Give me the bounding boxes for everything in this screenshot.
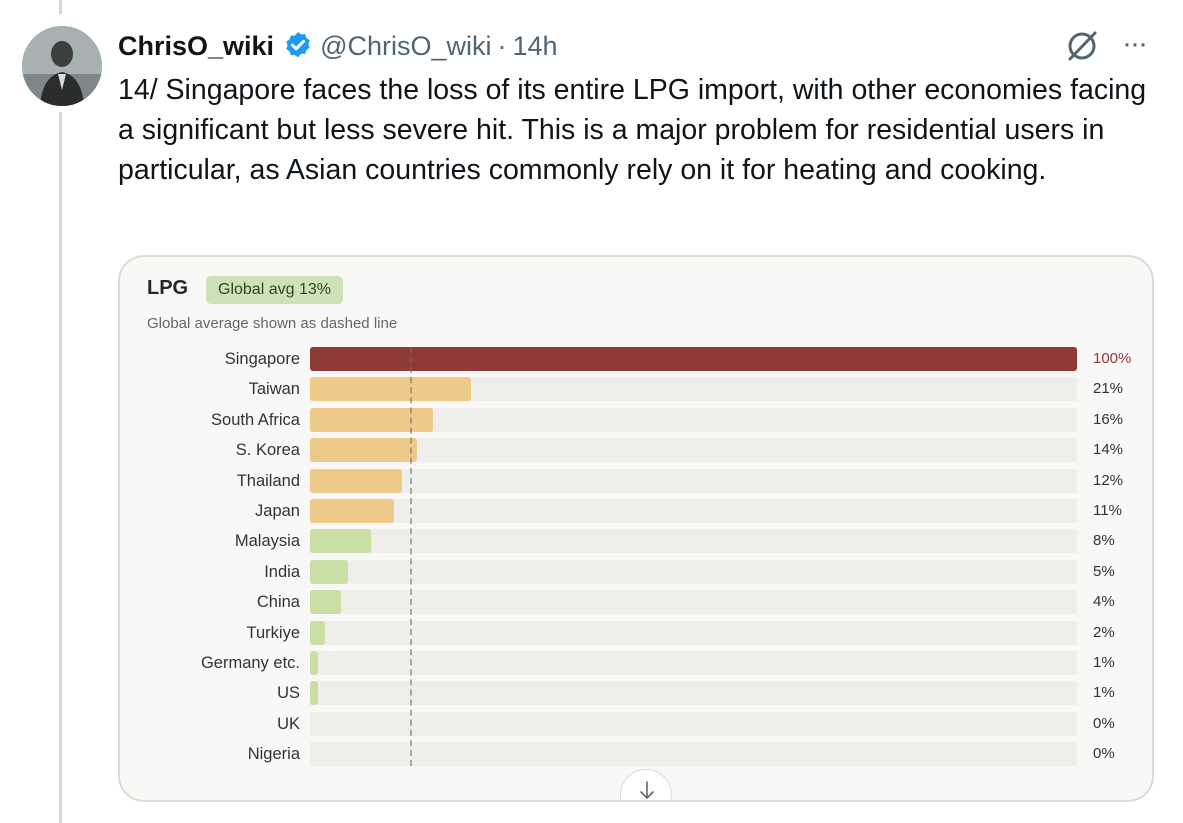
category-label: India (264, 562, 300, 581)
bar (310, 438, 418, 463)
bar-track (310, 499, 1077, 523)
category-label: Nigeria (247, 745, 300, 764)
value-label: 21% (1093, 380, 1124, 398)
bar (310, 347, 1077, 371)
value-label: 2% (1093, 623, 1115, 641)
value-label: 5% (1093, 562, 1115, 580)
category-label: Turkiye (246, 623, 300, 642)
arrow-down-icon (640, 781, 654, 799)
category-label: South Africa (211, 410, 300, 429)
bar (310, 559, 349, 584)
bar-track (310, 590, 1077, 615)
category-label: Germany etc. (200, 654, 300, 672)
value-label: 100% (1093, 350, 1132, 367)
thread-line-top (59, 0, 62, 14)
bar (310, 468, 403, 493)
category-label: China (256, 593, 300, 612)
bar-track (310, 620, 1077, 645)
value-label: 11% (1093, 502, 1122, 519)
value-label: 14% (1093, 441, 1124, 459)
tweet-text: 14/ Singapore faces the loss of its enti… (118, 74, 1155, 186)
bar-track (310, 468, 1077, 493)
category-label: S. Korea (235, 441, 300, 460)
avatar[interactable] (22, 26, 102, 106)
value-label: 1% (1093, 654, 1115, 671)
value-label: 12% (1093, 471, 1124, 489)
bar-track (310, 407, 1077, 432)
bar (310, 651, 318, 675)
chart-title: LPG (147, 277, 189, 299)
grok-icon[interactable] (1062, 26, 1102, 66)
author-handle[interactable]: @ChrisO_wiki (320, 30, 492, 61)
global-average-line (409, 347, 412, 767)
category-label: Singapore (224, 350, 300, 368)
bar-track (310, 529, 1077, 554)
category-label: Japan (255, 502, 300, 520)
category-label: US (277, 684, 300, 703)
value-label: 1% (1093, 684, 1115, 702)
category-label: Taiwan (248, 380, 300, 399)
bar (310, 620, 326, 645)
bar (310, 681, 318, 706)
category-label: UK (277, 714, 300, 733)
bar-track (310, 559, 1077, 584)
bar-track (310, 742, 1077, 767)
bar (310, 377, 472, 402)
value-label: 16% (1093, 410, 1124, 428)
thread-line (59, 112, 62, 823)
tweet-header: ChrisO_wiki @ChrisO_wiki · 14h (118, 26, 558, 66)
bar (310, 499, 395, 523)
separator-dot: · (497, 30, 507, 61)
bar-track (310, 681, 1077, 706)
category-label: Thailand (236, 471, 300, 490)
bar-track (310, 438, 1077, 463)
bar-chart: Singapore 100% Taiwan 21% South Africa 16% S. … (120, 257, 1152, 800)
chart-subtitle: Global average shown as dashed line (147, 315, 398, 332)
bar-track (310, 711, 1077, 736)
value-label: 8% (1093, 532, 1115, 550)
bar (310, 590, 341, 615)
verified-badge-icon[interactable] (282, 30, 314, 62)
timestamp[interactable]: 14h (512, 30, 558, 61)
value-label: 0% (1093, 745, 1115, 763)
bar-track (310, 651, 1077, 675)
global-avg-badge: Global avg 13% (206, 276, 343, 304)
author-name[interactable]: ChrisO_wiki (118, 30, 275, 61)
value-label: 4% (1093, 593, 1115, 611)
bar (310, 529, 372, 554)
chart-card[interactable]: LPG Global avg 13% Global average shown … (118, 255, 1154, 802)
value-label: 0% (1093, 714, 1115, 732)
bar (310, 407, 433, 432)
more-icon[interactable]: ··· (1122, 27, 1148, 60)
category-label: Malaysia (234, 532, 300, 551)
